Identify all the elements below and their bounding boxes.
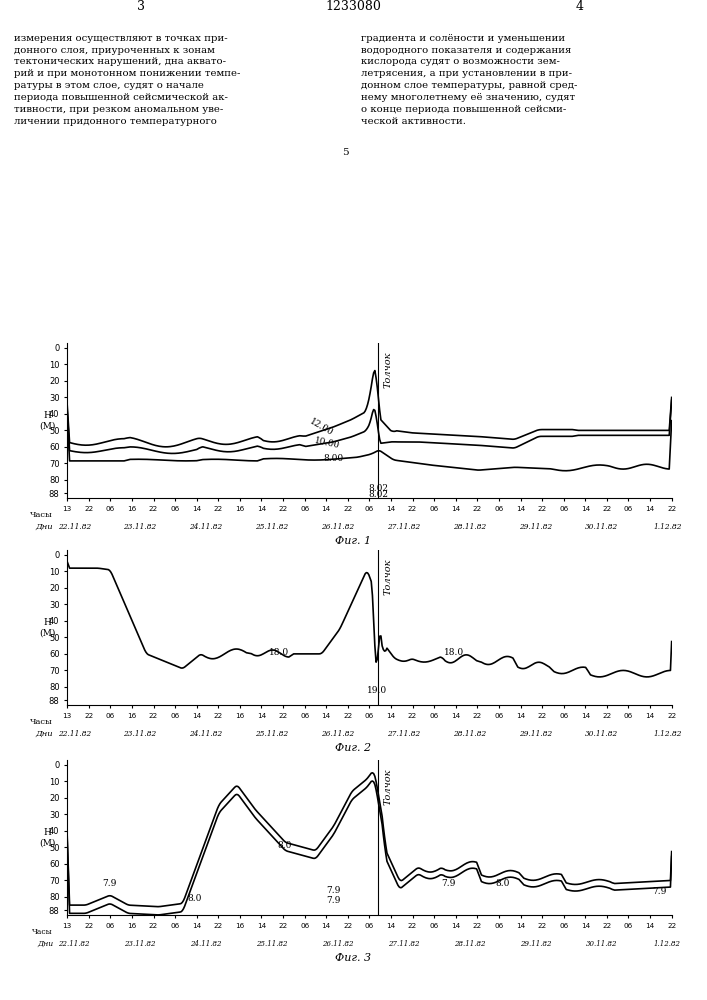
Y-axis label: H
(M): H (M) bbox=[39, 411, 56, 430]
Y-axis label: H
(M): H (M) bbox=[39, 828, 56, 847]
Text: 1.12.82: 1.12.82 bbox=[653, 730, 682, 738]
Text: 24.11.82: 24.11.82 bbox=[190, 940, 222, 948]
Text: 18.0: 18.0 bbox=[269, 648, 288, 657]
Text: Фиг. 3: Фиг. 3 bbox=[335, 953, 372, 963]
Text: 7.9: 7.9 bbox=[326, 886, 340, 895]
Text: 30.11.82: 30.11.82 bbox=[586, 940, 617, 948]
Text: Толчок: Толчок bbox=[383, 768, 392, 805]
Text: 7.9: 7.9 bbox=[440, 879, 455, 888]
Text: 18.0: 18.0 bbox=[444, 648, 464, 657]
Text: 30.11.82: 30.11.82 bbox=[585, 523, 618, 531]
Text: 5: 5 bbox=[342, 148, 349, 157]
Y-axis label: H
(M): H (M) bbox=[39, 618, 56, 637]
Text: 26.11.82: 26.11.82 bbox=[321, 523, 354, 531]
Text: градиента и солёности и уменьшении
водородного показателя и содержания
кислорода: градиента и солёности и уменьшении водор… bbox=[361, 34, 577, 126]
Text: Толчок: Толчок bbox=[383, 558, 392, 595]
Text: 23.11.82: 23.11.82 bbox=[124, 940, 156, 948]
Text: 8.0: 8.0 bbox=[278, 841, 292, 850]
Text: 8.0: 8.0 bbox=[495, 879, 510, 888]
Text: 28.11.82: 28.11.82 bbox=[453, 730, 486, 738]
Text: 1.12.82: 1.12.82 bbox=[654, 940, 681, 948]
Text: 26.11.82: 26.11.82 bbox=[322, 940, 354, 948]
Text: 25.11.82: 25.11.82 bbox=[256, 940, 288, 948]
Text: 26.11.82: 26.11.82 bbox=[321, 730, 354, 738]
Text: 27.11.82: 27.11.82 bbox=[387, 523, 421, 531]
Text: 22.11.82: 22.11.82 bbox=[59, 940, 90, 948]
Text: измерения осуществляют в точках при-
донного слоя, приуроченных к зонам
тектонич: измерения осуществляют в точках при- дон… bbox=[14, 34, 240, 126]
Text: 3: 3 bbox=[137, 0, 146, 13]
Text: Часы: Часы bbox=[33, 928, 53, 936]
Text: 4: 4 bbox=[575, 0, 584, 13]
Text: 23.11.82: 23.11.82 bbox=[124, 523, 157, 531]
Text: Дни: Дни bbox=[35, 730, 53, 738]
Text: 22.11.82: 22.11.82 bbox=[57, 730, 91, 738]
Text: 19.0: 19.0 bbox=[367, 686, 387, 695]
Text: 29.11.82: 29.11.82 bbox=[519, 523, 552, 531]
Text: Толчок: Толчок bbox=[383, 351, 392, 388]
Text: Фиг. 2: Фиг. 2 bbox=[335, 743, 372, 753]
Text: Фиг. 1: Фиг. 1 bbox=[335, 536, 372, 546]
Text: 28.11.82: 28.11.82 bbox=[453, 523, 486, 531]
Text: 1.12.82: 1.12.82 bbox=[653, 523, 682, 531]
Text: 1233080: 1233080 bbox=[325, 0, 382, 13]
Text: 7.9: 7.9 bbox=[103, 879, 117, 888]
Text: 27.11.82: 27.11.82 bbox=[387, 730, 421, 738]
Text: 8.02: 8.02 bbox=[368, 484, 388, 493]
Text: 8.0: 8.0 bbox=[187, 894, 201, 903]
Text: 22.11.82: 22.11.82 bbox=[57, 523, 91, 531]
Text: 24.11.82: 24.11.82 bbox=[189, 730, 223, 738]
Text: Часы: Часы bbox=[30, 511, 53, 519]
Text: 8.02: 8.02 bbox=[368, 490, 388, 499]
Text: 7.9: 7.9 bbox=[653, 887, 667, 896]
Text: 8.00: 8.00 bbox=[323, 454, 343, 463]
Text: Часы: Часы bbox=[30, 718, 53, 726]
Text: 10.00: 10.00 bbox=[313, 436, 341, 451]
Text: 24.11.82: 24.11.82 bbox=[189, 523, 223, 531]
Text: 30.11.82: 30.11.82 bbox=[585, 730, 618, 738]
Text: 23.11.82: 23.11.82 bbox=[124, 730, 157, 738]
Text: 7.9: 7.9 bbox=[326, 896, 340, 905]
Text: Дни: Дни bbox=[35, 523, 53, 531]
Text: 25.11.82: 25.11.82 bbox=[255, 730, 288, 738]
Text: 28.11.82: 28.11.82 bbox=[454, 940, 486, 948]
Text: 27.11.82: 27.11.82 bbox=[388, 940, 419, 948]
Text: 29.11.82: 29.11.82 bbox=[520, 940, 551, 948]
Text: 25.11.82: 25.11.82 bbox=[255, 523, 288, 531]
Text: 12.00: 12.00 bbox=[308, 417, 334, 437]
Text: 29.11.82: 29.11.82 bbox=[519, 730, 552, 738]
Text: Дни: Дни bbox=[37, 940, 53, 948]
